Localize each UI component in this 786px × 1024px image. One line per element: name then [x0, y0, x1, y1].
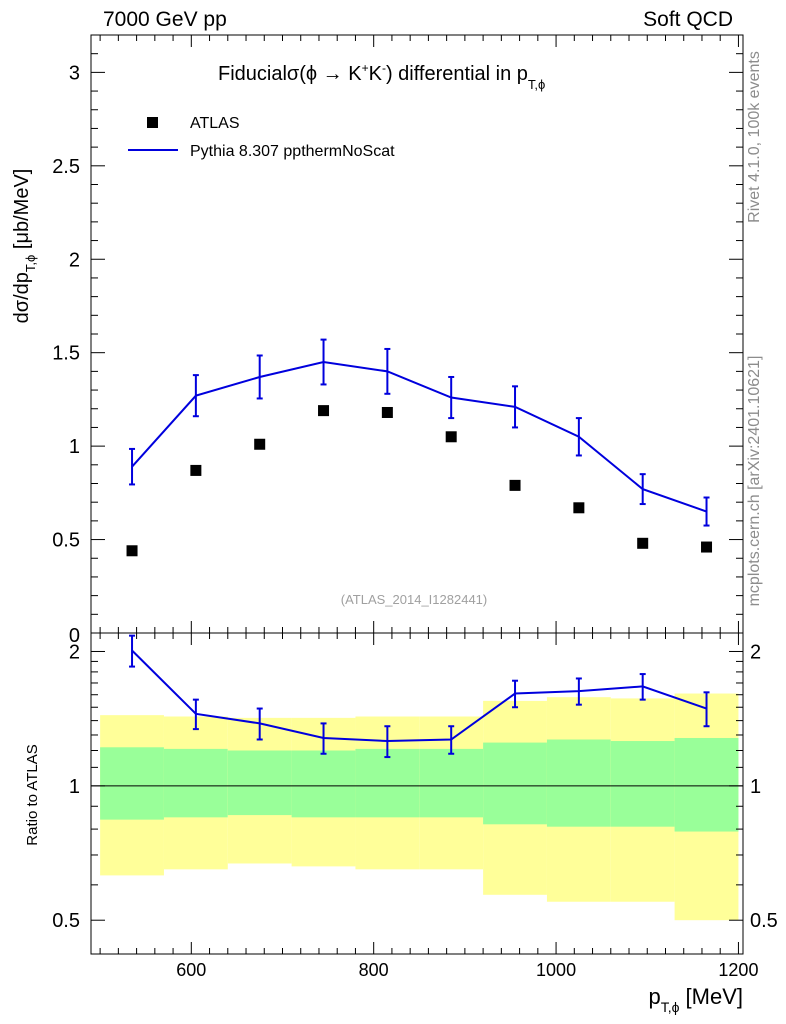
- atlas-data-point: [254, 438, 266, 450]
- pythia-line: [131, 361, 707, 513]
- ratio-stat-band: [610, 741, 675, 827]
- header-left: 7000 GeV pp: [103, 8, 227, 31]
- ratio-y-tick-label: 1: [69, 776, 80, 798]
- legend-pythia-label: Pythia 8.307 ppthermNoScat: [190, 143, 395, 160]
- atlas-data-point: [381, 406, 393, 418]
- chart-title: Fiducialσ(ϕ → K+K-) differential in pT,ϕ: [218, 61, 545, 92]
- ratio-y-tick-label-right: 0.5: [750, 910, 778, 932]
- x-tick-label: 600: [176, 960, 206, 980]
- atlas-data-point: [190, 464, 202, 476]
- atlas-data-point: [573, 502, 585, 514]
- ratio-y-tick-label-right: 2: [750, 641, 761, 663]
- atlas-data-point: [701, 541, 713, 553]
- ratio-frame: [90, 632, 744, 955]
- legend-atlas-marker: [147, 117, 158, 128]
- atlas-data-point: [509, 479, 521, 491]
- ratio-stat-band: [291, 750, 356, 818]
- atlas-data-point: [445, 431, 457, 443]
- x-axis-label: pT,ϕ [MeV]: [648, 984, 743, 1015]
- tick-labels: 600 800 1000 1200 0.5 1 1.5 2 2.5 3 0 0.5 0.5 1 1 2 2: [52, 62, 778, 980]
- ratio-stat-band: [163, 748, 228, 818]
- ratio-y-axis-label: Ratio to ATLAS: [24, 744, 41, 845]
- pythia-series: [129, 338, 710, 527]
- main-y-tick-label: 1.5: [52, 343, 80, 365]
- atlas-data-point: [318, 405, 330, 417]
- ratio-uncertainty-bands: [100, 693, 739, 921]
- ratio-stat-band: [483, 742, 547, 825]
- ratio-y-tick-label-right: 1: [750, 776, 761, 798]
- main-y-zero-label: 0: [69, 625, 80, 647]
- ratio-stat-band: [419, 748, 484, 818]
- legend-atlas-label: ATLAS: [190, 115, 240, 132]
- atlas-data-point: [637, 537, 649, 549]
- atlas-data-point: [126, 545, 138, 557]
- main-y-axis-label: dσ/dpT,ϕ [μb/MeV]: [11, 169, 38, 324]
- x-tick-label: 1000: [536, 960, 576, 980]
- main-y-tick-label: 2.5: [52, 156, 80, 178]
- x-tick-label: 1200: [718, 960, 758, 980]
- main-y-tick-label: 1: [69, 436, 80, 458]
- ratio-stat-band: [100, 747, 164, 820]
- ratio-stat-band: [355, 748, 420, 818]
- main-y-tick-label: 0.5: [52, 530, 80, 552]
- header-right: Soft QCD: [643, 8, 733, 31]
- x-tick-label: 800: [359, 960, 389, 980]
- ratio-y-tick-label: 2: [69, 641, 80, 663]
- main-y-tick-label: 2: [69, 249, 80, 271]
- ratio-y-tick-label: 0.5: [52, 910, 80, 932]
- ratio-stat-band: [546, 739, 611, 827]
- atlas-series: [126, 405, 713, 557]
- ratio-stat-band: [674, 737, 739, 832]
- pythia-ratio-series: [129, 634, 710, 759]
- axis-ticks: [91, 34, 743, 954]
- analysis-watermark: (ATLAS_2014_I1282441): [341, 592, 487, 607]
- pythia-ratio-line: [131, 649, 707, 743]
- ratio-stat-band: [227, 750, 292, 816]
- main-y-tick-label: 3: [69, 62, 80, 84]
